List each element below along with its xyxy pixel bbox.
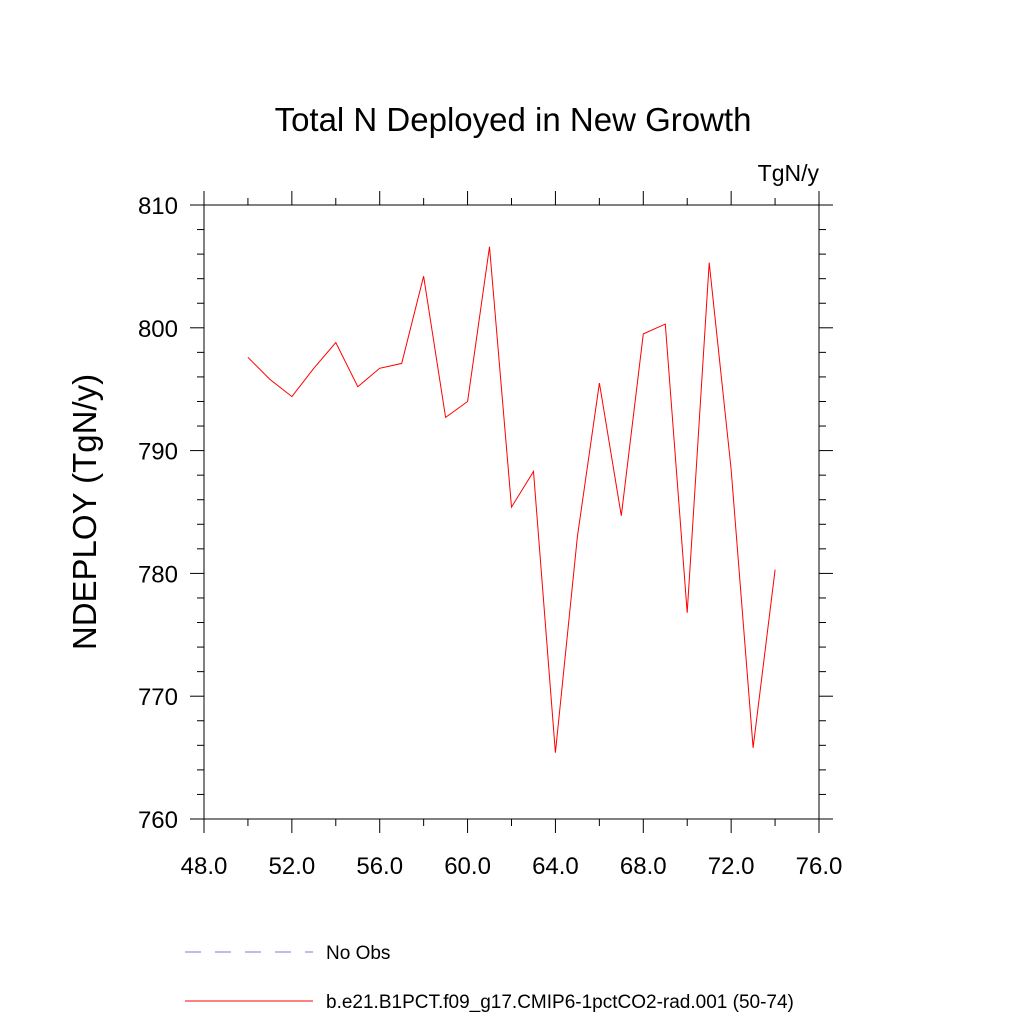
chart-title: Total N Deployed in New Growth (275, 101, 752, 138)
legend-label: No Obs (326, 943, 390, 964)
series-line (247, 246, 776, 753)
x-tick-label: 60.0 (444, 853, 491, 880)
x-tick-label: 52.0 (268, 853, 315, 880)
y-tick-label: 800 (138, 316, 178, 343)
y-tick-label: 790 (138, 439, 178, 466)
axis-ticks (190, 191, 833, 833)
x-tick-label: 72.0 (708, 853, 755, 880)
y-tick-label: 810 (138, 193, 178, 220)
plot-series (247, 246, 776, 753)
units-label: TgN/y (758, 160, 820, 186)
x-tick-label: 64.0 (532, 853, 579, 880)
x-tick-label: 56.0 (356, 853, 403, 880)
legend: No Obs b.e21.B1PCT.f09_g17.CMIP6-1pctCO2-… (185, 943, 794, 1013)
x-tick-label: 68.0 (620, 853, 667, 880)
x-tick-label: 76.0 (796, 853, 843, 880)
x-tick-label: 48.0 (181, 853, 228, 880)
y-axis-label: NDEPLOY (TgN/y) (66, 374, 103, 650)
tick-labels: 48.0 52.0 56.0 60.0 64.0 68.0 72.0 76.0 760 770 78… (138, 193, 842, 880)
y-tick-label: 760 (138, 807, 178, 834)
y-tick-label: 770 (138, 684, 178, 711)
plot-frame (203, 204, 820, 820)
legend-label: b.e21.B1PCT.f09_g17.CMIP6-1pctCO2-rad.00… (326, 992, 794, 1013)
y-tick-label: 780 (138, 561, 178, 588)
